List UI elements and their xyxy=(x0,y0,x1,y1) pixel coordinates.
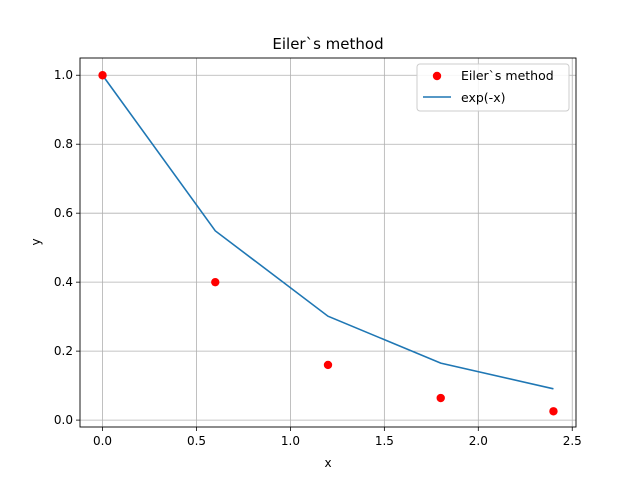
y-tick-label: 0.6 xyxy=(54,206,73,220)
legend-label-euler: Eiler`s method xyxy=(461,68,554,83)
legend-box xyxy=(416,63,570,112)
x-axis-label: x xyxy=(324,456,331,470)
x-tick-label: 0.5 xyxy=(187,434,206,448)
euler-point xyxy=(549,407,558,416)
y-tick-label: 1.0 xyxy=(54,68,73,82)
legend-marker-euler xyxy=(432,71,442,81)
euler-point xyxy=(98,71,107,80)
plot-frame xyxy=(79,57,577,428)
euler-point xyxy=(436,393,445,403)
exp-curve-line xyxy=(101,74,554,390)
x-tick-label: 0.0 xyxy=(93,434,112,448)
y-tick-label: 0.8 xyxy=(54,137,73,151)
y-tick-label: 0.2 xyxy=(54,344,73,358)
chart-title: Eiler`s method xyxy=(272,35,383,53)
ticks: 0.0 0.5 1.0 1.5 2.0 2.5 0.0 0.2 0.4 0.6 0.8 1.0 xyxy=(54,68,582,448)
y-axis-label: y xyxy=(29,238,43,245)
y-tick-label: 0.0 xyxy=(54,413,73,427)
euler-point xyxy=(211,277,220,287)
series-layer xyxy=(98,71,558,416)
euler-point xyxy=(323,360,333,370)
x-tick-label: 2.0 xyxy=(469,434,488,448)
grid xyxy=(80,58,576,427)
legend-label-exp: exp(-x) xyxy=(461,90,505,105)
x-tick-label: 1.5 xyxy=(375,434,394,448)
legend: Eiler`s method exp(-x) xyxy=(416,63,570,112)
x-tick-label: 2.5 xyxy=(563,434,582,448)
x-tick-label: 1.0 xyxy=(281,434,300,448)
y-tick-label: 0.4 xyxy=(54,275,73,289)
